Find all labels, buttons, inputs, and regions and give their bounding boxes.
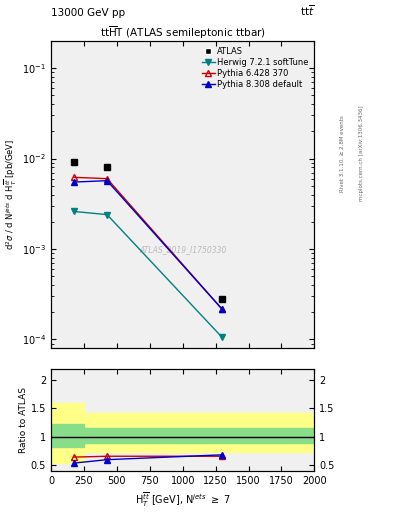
Title: tt$\overline{\rm H}$T (ATLAS semileptonic ttbar): tt$\overline{\rm H}$T (ATLAS semileptoni… xyxy=(100,24,266,41)
X-axis label: H$_T^{\overline{t}\overline{t}}$ [GeV], N$^{jets}$ $\geq$ 7: H$_T^{\overline{t}\overline{t}}$ [GeV], … xyxy=(135,490,231,508)
Text: tt$\overline{t}$: tt$\overline{t}$ xyxy=(300,3,314,18)
Y-axis label: Ratio to ATLAS: Ratio to ATLAS xyxy=(19,387,28,453)
Y-axis label: d$^2\sigma$ / d N$^{jets}$ d H$_T^{\overline{t}\overline{t}}$ [pb/GeV]: d$^2\sigma$ / d N$^{jets}$ d H$_T^{\over… xyxy=(3,139,19,250)
Legend: ATLAS, Herwig 7.2.1 softTune, Pythia 6.428 370, Pythia 8.308 default: ATLAS, Herwig 7.2.1 softTune, Pythia 6.4… xyxy=(200,45,310,91)
Text: 13000 GeV pp: 13000 GeV pp xyxy=(51,8,125,18)
Text: mcplots.cern.ch [arXiv:1306.3436]: mcplots.cern.ch [arXiv:1306.3436] xyxy=(359,106,364,201)
Text: Rivet 3.1.10, ≥ 2.8M events: Rivet 3.1.10, ≥ 2.8M events xyxy=(340,115,344,192)
Text: ATLAS_2019_I1750330: ATLAS_2019_I1750330 xyxy=(139,245,226,254)
